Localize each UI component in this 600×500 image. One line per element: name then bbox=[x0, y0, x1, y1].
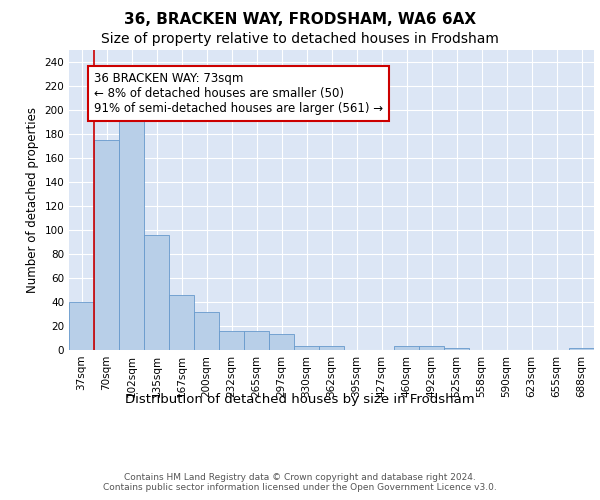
Text: 36 BRACKEN WAY: 73sqm
← 8% of detached houses are smaller (50)
91% of semi-detac: 36 BRACKEN WAY: 73sqm ← 8% of detached h… bbox=[94, 72, 383, 114]
Bar bbox=[119, 120, 144, 350]
Bar bbox=[244, 331, 269, 350]
Bar bbox=[419, 346, 444, 350]
Text: Size of property relative to detached houses in Frodsham: Size of property relative to detached ho… bbox=[101, 32, 499, 46]
Bar bbox=[194, 312, 219, 350]
Bar bbox=[69, 302, 94, 350]
Text: 36, BRACKEN WAY, FRODSHAM, WA6 6AX: 36, BRACKEN WAY, FRODSHAM, WA6 6AX bbox=[124, 12, 476, 28]
Text: Distribution of detached houses by size in Frodsham: Distribution of detached houses by size … bbox=[125, 392, 475, 406]
Bar bbox=[219, 331, 244, 350]
Y-axis label: Number of detached properties: Number of detached properties bbox=[26, 107, 39, 293]
Bar bbox=[294, 346, 319, 350]
Bar bbox=[319, 346, 344, 350]
Text: Contains HM Land Registry data © Crown copyright and database right 2024.
Contai: Contains HM Land Registry data © Crown c… bbox=[103, 473, 497, 492]
Bar bbox=[269, 334, 294, 350]
Bar bbox=[94, 140, 119, 350]
Bar bbox=[144, 235, 169, 350]
Bar bbox=[569, 348, 594, 350]
Bar bbox=[394, 346, 419, 350]
Bar bbox=[444, 348, 469, 350]
Bar bbox=[169, 295, 194, 350]
